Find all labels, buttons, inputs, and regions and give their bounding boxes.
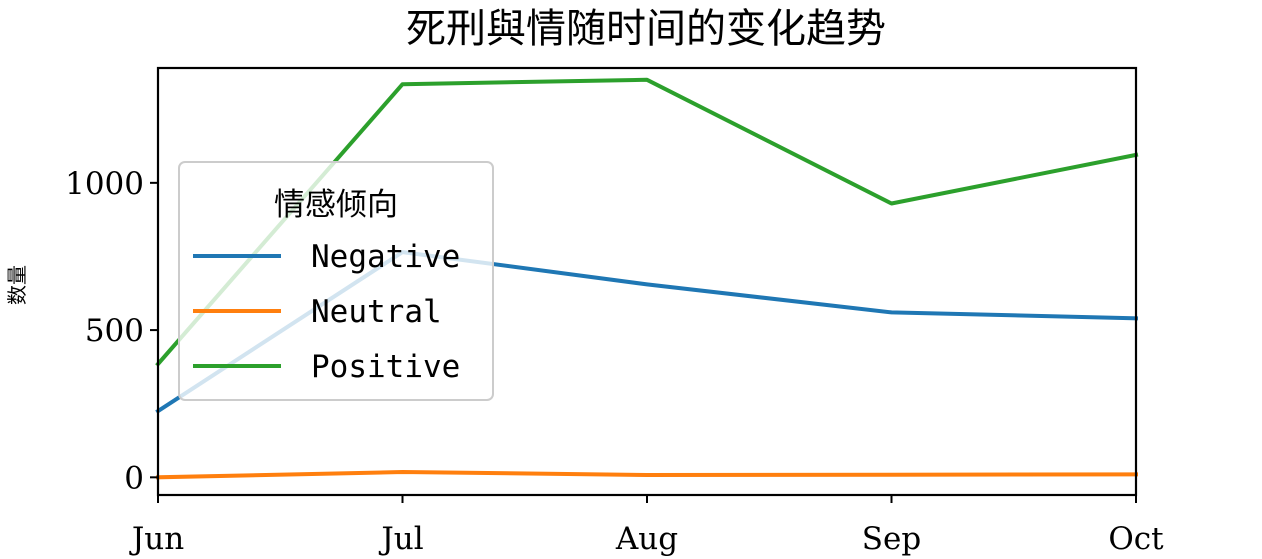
- y-axis-label: 数量: [5, 265, 29, 305]
- x-tick-label: Aug: [615, 521, 678, 557]
- y-tick-label: 0: [124, 460, 144, 496]
- legend-title: 情感倾向: [274, 187, 398, 223]
- axes-layer: Jun Jul Aug Sep Oct 0 500 1000: [65, 166, 1164, 557]
- legend-entries: Negative Neutral Positive: [193, 239, 460, 385]
- y-tick-label: 1000: [65, 166, 144, 202]
- series-line-neutral: [155, 470, 1139, 480]
- chart-title: 死刑與情随时间的变化趋势: [406, 6, 886, 52]
- legend-box: [178, 161, 494, 401]
- x-tick-label: Sep: [862, 521, 921, 557]
- x-tick-label: Oct: [1108, 521, 1164, 557]
- y-tick-label: 500: [85, 313, 144, 349]
- legend: 情感倾向 Negative Neutral Positive: [178, 161, 494, 401]
- x-tick-label: Jul: [378, 521, 423, 557]
- x-tick-label: Jun: [129, 521, 184, 557]
- legend-label-negative: Negative: [311, 239, 460, 275]
- legend-label-positive: Positive: [311, 349, 460, 385]
- legend-label-neutral: Neutral: [311, 294, 442, 330]
